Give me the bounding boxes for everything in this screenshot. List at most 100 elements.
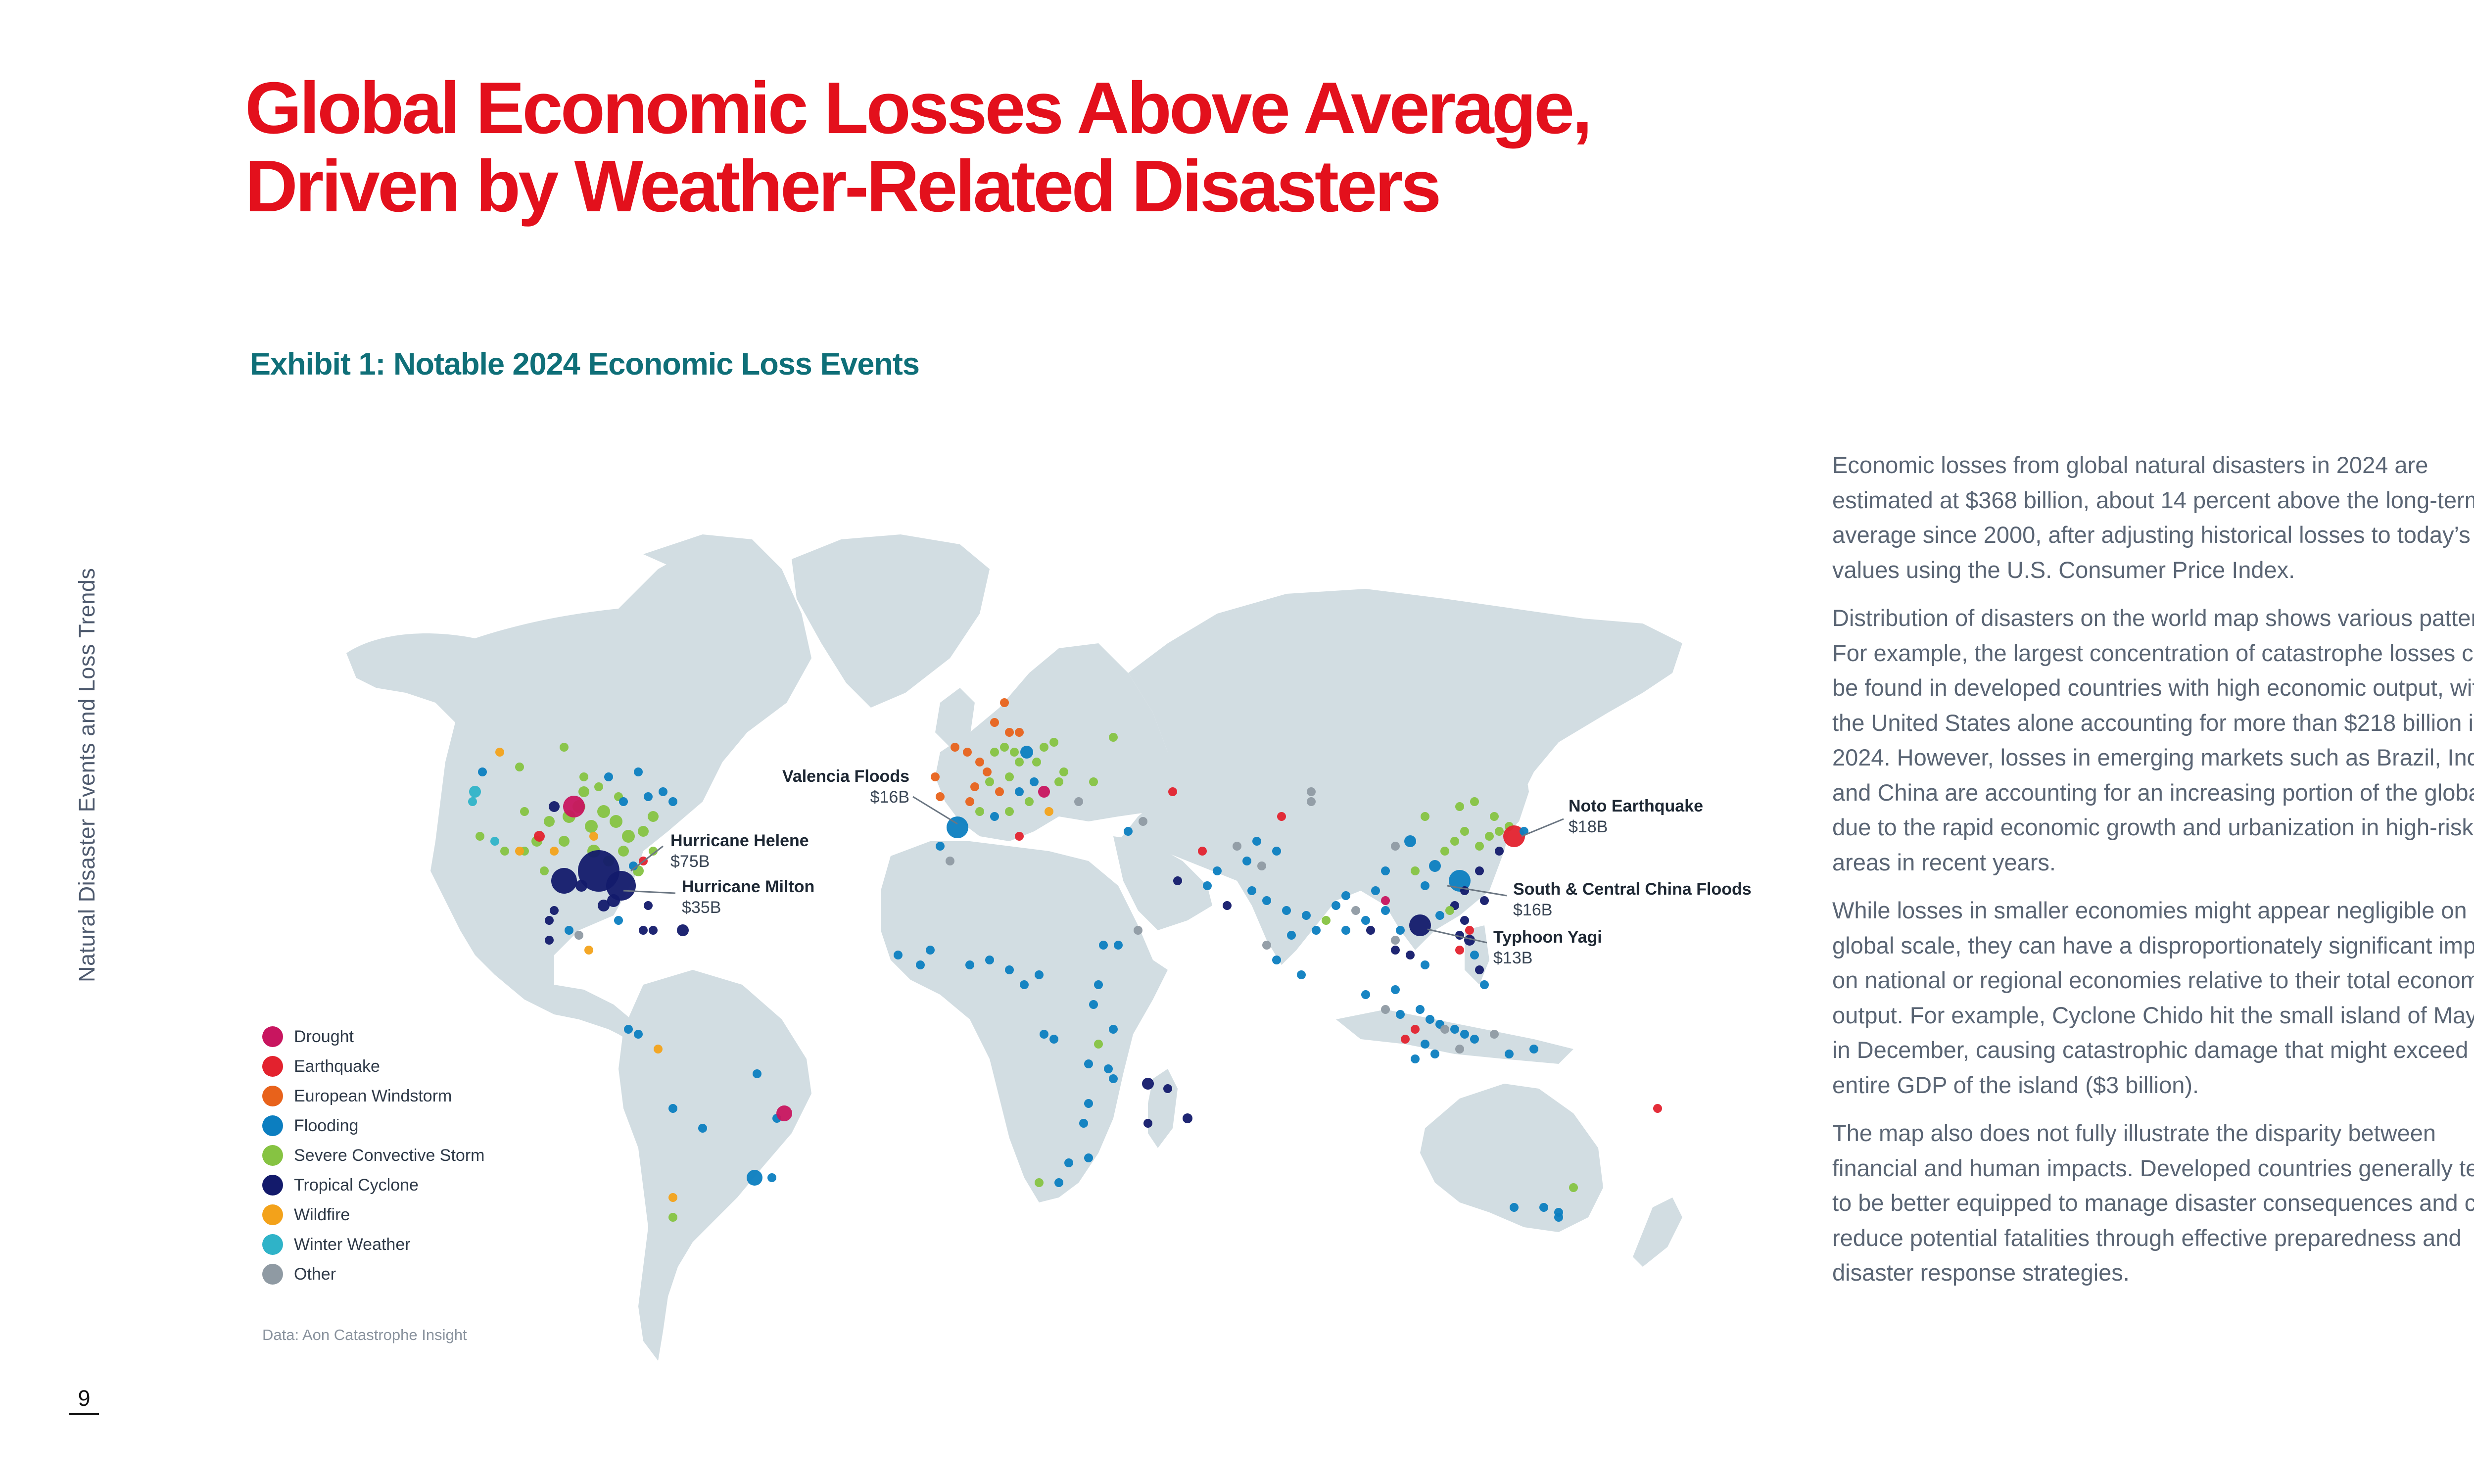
event-marker	[1015, 832, 1024, 841]
event-marker	[1381, 896, 1390, 905]
event-marker	[649, 847, 658, 856]
event-marker	[1030, 777, 1039, 786]
event-marker	[649, 926, 658, 935]
exhibit-title: Exhibit 1: Notable 2024 Economic Loss Ev…	[250, 347, 920, 382]
event-marker	[1485, 832, 1494, 841]
event-marker	[1503, 825, 1525, 847]
event-marker	[1341, 926, 1350, 935]
legend-label: Flooding	[294, 1116, 359, 1135]
legend-label: Wildfire	[294, 1205, 350, 1224]
event-marker	[1198, 847, 1207, 856]
callout-hurricane-milton: Hurricane Milton $35B	[623, 877, 814, 917]
event-marker	[1381, 1005, 1390, 1014]
event-marker	[560, 743, 569, 752]
event-marker	[1272, 847, 1281, 856]
event-marker	[668, 1193, 677, 1202]
event-marker	[563, 796, 585, 817]
event-marker	[1040, 1030, 1048, 1039]
event-marker	[648, 811, 659, 822]
legend-label: Earthquake	[294, 1056, 380, 1076]
callout-leader	[630, 845, 664, 872]
page-number: 9	[69, 1386, 99, 1415]
event-marker	[1539, 1203, 1548, 1212]
event-marker	[1079, 1119, 1088, 1128]
callout-leader	[1447, 885, 1507, 897]
event-marker	[1332, 901, 1340, 910]
event-marker	[1005, 728, 1014, 737]
event-marker	[747, 1170, 762, 1186]
legend-item-european-windstorm: European Windstorm	[262, 1081, 485, 1111]
event-marker	[1005, 772, 1014, 781]
legend-item-flooding: Flooding	[262, 1111, 485, 1141]
event-marker	[1223, 901, 1232, 910]
wildfire-swatch	[262, 1204, 283, 1225]
event-marker	[1049, 738, 1058, 747]
event-marker	[946, 857, 954, 865]
event-marker	[1143, 1119, 1152, 1128]
event-marker	[604, 772, 613, 781]
event-marker	[1421, 1040, 1429, 1049]
event-marker	[598, 900, 610, 911]
legend-label: European Windstorm	[294, 1086, 452, 1105]
event-marker	[1421, 960, 1429, 969]
event-marker	[490, 837, 499, 846]
event-marker	[1510, 1203, 1519, 1212]
event-marker	[1139, 817, 1147, 826]
event-marker	[1109, 733, 1118, 742]
event-marker	[951, 743, 959, 752]
legend-item-tropical-cyclone: Tropical Cyclone	[262, 1170, 485, 1200]
indonesia-landmass	[1336, 1009, 1573, 1064]
event-marker	[1035, 970, 1044, 979]
event-marker	[606, 871, 636, 901]
callout-title: Hurricane Helene	[670, 831, 809, 850]
event-marker	[1015, 787, 1024, 796]
event-marker	[1109, 1025, 1118, 1034]
event-marker	[975, 807, 984, 816]
event-marker	[1460, 916, 1469, 925]
legend-label: Winter Weather	[294, 1235, 411, 1254]
event-marker	[985, 777, 994, 786]
event-marker	[1059, 767, 1068, 776]
event-marker	[1134, 926, 1142, 935]
event-marker	[1421, 812, 1429, 821]
uk-landmass	[935, 688, 975, 747]
legend-item-other: Other	[262, 1259, 485, 1289]
event-marker	[1094, 1040, 1103, 1049]
event-marker	[1361, 990, 1370, 999]
event-marker	[469, 786, 481, 798]
event-marker	[1000, 743, 1009, 752]
event-marker	[1089, 777, 1098, 786]
callout-value: $16B	[870, 788, 909, 807]
event-marker	[1322, 916, 1331, 925]
callout-hurricane-helene: Hurricane Helene $75B	[630, 831, 809, 872]
title-line-2: Driven by Weather-Related Disasters	[245, 145, 1441, 227]
event-marker	[639, 926, 648, 935]
event-marker	[1084, 1059, 1093, 1068]
event-marker	[579, 772, 588, 781]
legend-label: Other	[294, 1264, 336, 1284]
severe-convective-storm-swatch	[262, 1145, 283, 1166]
event-marker	[1341, 891, 1350, 900]
event-marker	[565, 926, 573, 935]
event-marker	[1104, 1064, 1113, 1073]
event-marker	[1391, 985, 1400, 994]
event-marker	[545, 916, 554, 925]
event-marker	[1272, 956, 1281, 964]
body-paragraph: The map also does not fully illustrate t…	[1832, 1120, 2474, 1286]
callout-value: $18B	[1569, 817, 1608, 836]
north-america-landmass	[346, 539, 811, 1039]
callout-value: $13B	[1493, 949, 1532, 967]
arabia-landmass	[1113, 836, 1212, 930]
event-marker	[654, 1045, 663, 1053]
event-marker	[559, 836, 570, 847]
callout-value: $16B	[1513, 901, 1552, 919]
event-marker	[983, 767, 992, 776]
legend-item-winter-weather: Winter Weather	[262, 1230, 485, 1259]
event-marker	[1411, 1054, 1420, 1063]
event-marker	[634, 1030, 643, 1039]
event-marker	[1307, 787, 1316, 796]
event-marker	[1421, 881, 1429, 890]
tropical-cyclone-swatch	[262, 1175, 283, 1196]
event-marker	[1173, 876, 1182, 885]
event-marker	[476, 832, 484, 841]
